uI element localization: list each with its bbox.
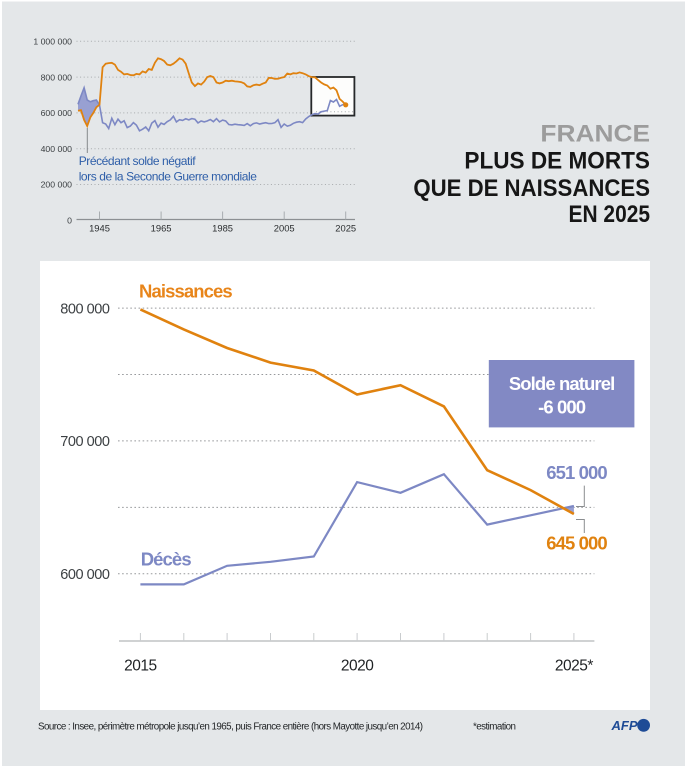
svg-text:0: 0 [67, 216, 72, 226]
svg-text:Solde naturel: Solde naturel [509, 373, 615, 394]
svg-text:PLUS DE MORTS: PLUS DE MORTS [464, 147, 650, 174]
svg-text:QUE DE NAISSANCES: QUE DE NAISSANCES [413, 174, 650, 201]
svg-text:400 000: 400 000 [41, 144, 73, 154]
svg-text:1985: 1985 [212, 223, 233, 234]
svg-text:Décès: Décès [141, 549, 192, 570]
svg-text:1945: 1945 [89, 223, 110, 234]
svg-text:651 000: 651 000 [546, 462, 607, 483]
svg-text:800 000: 800 000 [60, 301, 110, 317]
svg-text:Source : Insee, périmètre métr: Source : Insee, périmètre métropole jusq… [38, 722, 423, 733]
svg-text:Précédant solde négatif: Précédant solde négatif [79, 154, 197, 168]
svg-text:lors de la Seconde Guerre mond: lors de la Seconde Guerre mondiale [79, 170, 258, 184]
svg-text:2020: 2020 [341, 658, 374, 675]
svg-text:Naissances: Naissances [139, 281, 232, 302]
svg-text:2025*: 2025* [555, 658, 593, 675]
svg-text:*estimation: *estimation [473, 722, 516, 733]
svg-text:600 000: 600 000 [60, 567, 110, 583]
svg-text:AFP: AFP [611, 718, 638, 733]
svg-text:1965: 1965 [151, 223, 172, 234]
svg-text:FRANCE: FRANCE [540, 120, 650, 147]
svg-text:2015: 2015 [124, 658, 156, 675]
svg-text:200 000: 200 000 [41, 180, 73, 190]
svg-text:1 000 000: 1 000 000 [33, 37, 72, 47]
svg-text:700 000: 700 000 [60, 434, 110, 450]
svg-text:800 000: 800 000 [41, 72, 73, 82]
svg-text:EN 2025: EN 2025 [569, 200, 651, 228]
svg-text:-6 000: -6 000 [538, 397, 586, 418]
svg-text:600 000: 600 000 [41, 108, 73, 118]
svg-text:2005: 2005 [274, 223, 295, 234]
svg-text:2025: 2025 [335, 223, 356, 234]
svg-text:645 000: 645 000 [546, 533, 607, 554]
